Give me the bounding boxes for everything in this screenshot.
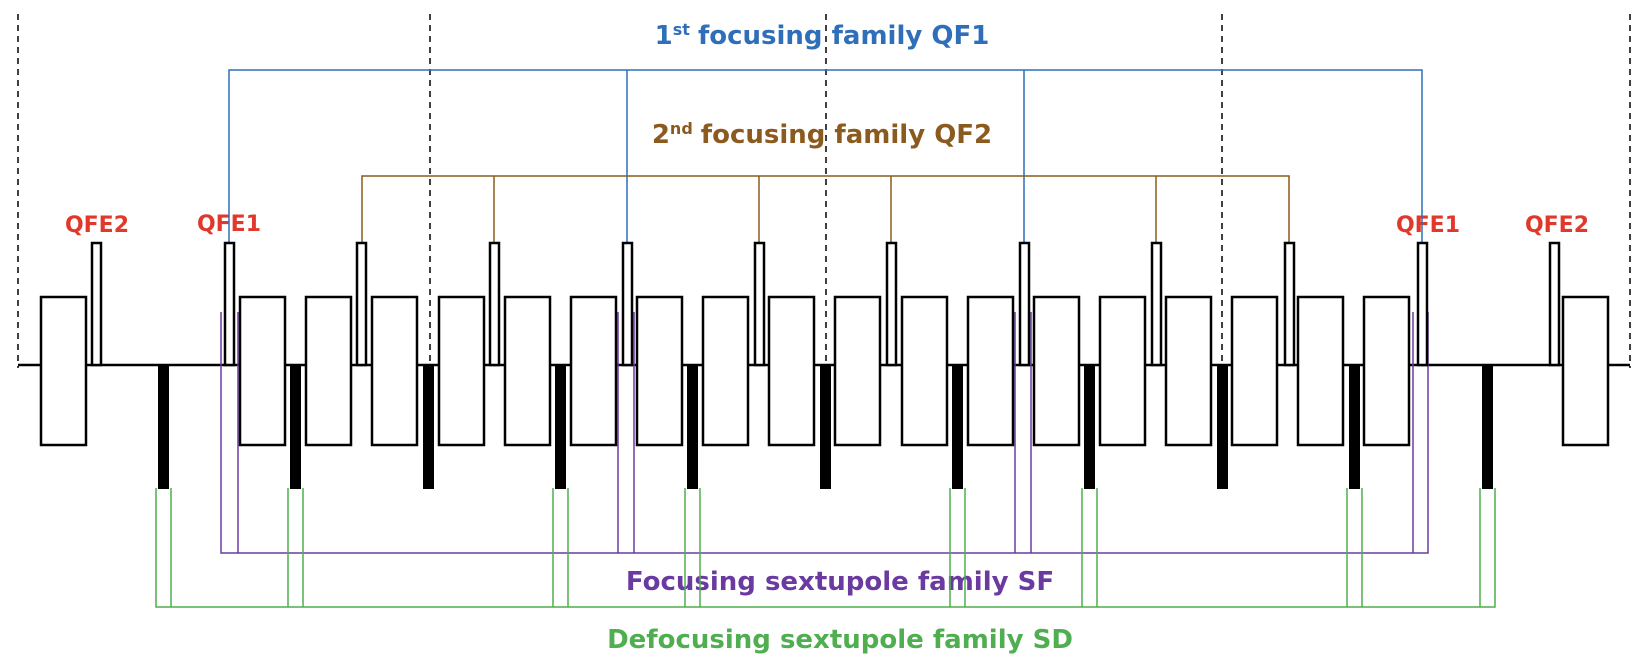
qd-quadrupole [1217, 365, 1228, 489]
dipole-magnet [39, 295, 88, 447]
qf2-title-text: focusing family QF2 [701, 120, 992, 150]
qf1-quadrupole [1018, 241, 1031, 367]
sf-bracket [220, 312, 1429, 554]
dipole-magnet [900, 295, 949, 447]
dipole-magnet [701, 295, 750, 447]
sf-title: Focusing sextupole family SF [626, 567, 1054, 597]
dipole-magnet [1561, 295, 1610, 447]
dipole-magnet [1296, 295, 1345, 447]
qf1-connectors [228, 69, 1423, 243]
dipole-magnet [1230, 295, 1279, 447]
qf2-quadrupole [488, 241, 501, 367]
qf2-bracket [361, 175, 1290, 243]
dipole-magnet [635, 295, 684, 447]
sd-sextupole-marker [687, 365, 698, 489]
qf2-quadrupole [885, 241, 898, 367]
qf2-title: 2nd focusing family QF2 [652, 119, 992, 151]
defocusing-quadrupoles [158, 365, 1493, 489]
qf2-quadrupole [355, 241, 368, 367]
qfe2-quadrupole [90, 241, 103, 367]
qf2-connectors [361, 175, 1290, 243]
dipole-magnet [238, 295, 287, 447]
qfe1-right-label: QFE1 [1396, 213, 1460, 238]
sd-title: Defocusing sextupole family SD [607, 625, 1073, 655]
sd-sextupole-marker [290, 365, 301, 489]
qd-quadrupole [423, 365, 434, 489]
dipole-magnet [1164, 295, 1213, 447]
sd-sextupole-marker [952, 365, 963, 489]
sd-connectors [155, 488, 1496, 608]
qf2-title-ordinal: 2 [652, 120, 670, 150]
dipole-magnet [437, 295, 486, 447]
qf2-quadrupole [753, 241, 766, 367]
qf1-bracket [228, 69, 1423, 243]
sd-sextupole-marker [1349, 365, 1360, 489]
qf2-quadrupole [1283, 241, 1296, 367]
dipole-magnet [569, 295, 618, 447]
sf-connectors [220, 312, 1429, 554]
sd-bracket [155, 488, 1496, 608]
sd-sextupole-marker [555, 365, 566, 489]
qf1-quadrupole [621, 241, 634, 367]
dipole-magnet [1362, 295, 1411, 447]
qfe2-left-label: QFE2 [65, 213, 129, 238]
qfe1-quadrupole [1416, 241, 1429, 367]
qfe2-quadrupole [1548, 241, 1561, 367]
qfe2-right-label: QFE2 [1525, 213, 1589, 238]
dipole-magnet [1032, 295, 1081, 447]
qf1-title: 1st focusing family QF1 [655, 20, 990, 52]
qf1-title-ordinal: 1 [655, 21, 673, 51]
cell-boundaries [17, 14, 1631, 368]
dipole-magnet [1098, 295, 1147, 447]
sd-sextupole-marker [1482, 365, 1493, 489]
dipole-magnet [767, 295, 816, 447]
quadrupole-magnets [90, 241, 1561, 367]
qd-quadrupole [820, 365, 831, 489]
dipole-magnet [503, 295, 552, 447]
dipole-magnet [966, 295, 1015, 447]
qf1-title-suffix: st [673, 20, 691, 39]
qf1-title-text: focusing family QF1 [698, 21, 989, 51]
sd-sextupole-marker [158, 365, 169, 489]
dipole-magnets [39, 295, 1610, 447]
qf2-title-suffix: nd [670, 119, 693, 138]
dipole-magnet [833, 295, 882, 447]
dipole-magnet [370, 295, 419, 447]
dipole-magnet [304, 295, 353, 447]
qfe1-quadrupole [223, 241, 236, 367]
qf2-quadrupole [1150, 241, 1163, 367]
sd-sextupole-marker [1084, 365, 1095, 489]
